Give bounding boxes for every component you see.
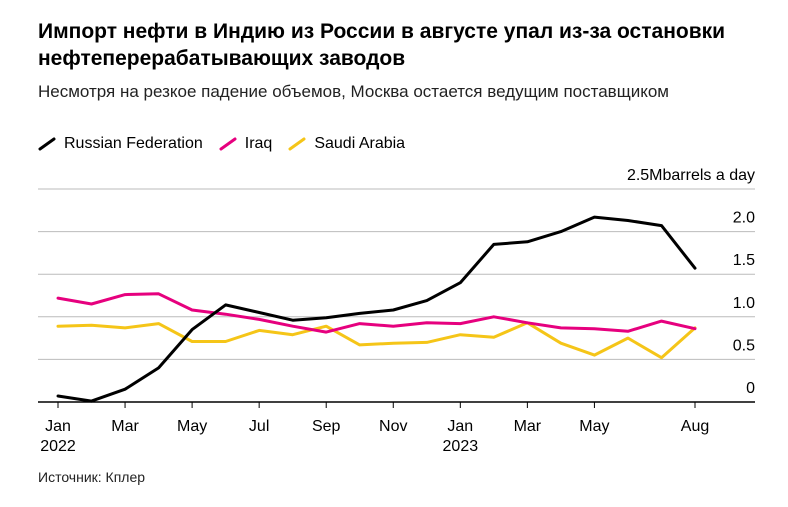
legend-label-saudi: Saudi Arabia: [314, 135, 406, 152]
chart-title: Импорт нефти в Индию из России в августе…: [38, 20, 726, 70]
legend-item-saudi: Saudi Arabia: [288, 134, 405, 154]
x-tick-label: Jul: [249, 418, 269, 435]
y-tick-label: 1.0: [733, 295, 755, 312]
legend-swatch-iraq: [219, 137, 237, 151]
x-tick-label: May: [579, 418, 609, 435]
x-tick-label: Mar: [514, 418, 542, 435]
legend-label-iraq: Iraq: [244, 135, 273, 152]
x-tick-label: Nov: [379, 418, 407, 435]
legend-swatch-russia: [38, 137, 56, 151]
legend-label-russia: Russian Federation: [64, 135, 203, 152]
x-tick-label: Mar: [111, 418, 139, 435]
y-tick-label: 0.5: [733, 337, 755, 354]
chart-subtitle: Несмотря на резкое падение объемов, Моск…: [38, 82, 669, 101]
x-tick-sublabel: 2022: [40, 438, 76, 455]
legend-item-russia: Russian Federation: [38, 134, 203, 154]
y-tick-label: 2.5Mbarrels a day: [627, 167, 755, 184]
x-tick-label: Jan: [447, 418, 473, 435]
source-note: Источник: Кплер: [38, 469, 146, 485]
legend: Russian Federation Iraq Saudi Arabia: [38, 134, 405, 154]
x-tick-label: Aug: [681, 418, 709, 435]
y-tick-label: 0: [746, 380, 755, 397]
series-line-saudi: [56, 321, 697, 360]
x-tick-label: May: [177, 418, 207, 435]
x-tick-label: Sep: [312, 418, 341, 435]
x-tick-label: Jan: [45, 418, 71, 435]
legend-item-iraq: Iraq: [219, 134, 273, 154]
y-tick-label: 1.5: [733, 252, 755, 269]
y-tick-label: 2.0: [733, 210, 755, 227]
legend-swatch-saudi: [288, 137, 306, 151]
x-tick-sublabel: 2023: [443, 438, 479, 455]
series-line-iraq: [56, 292, 697, 334]
series-line-russia: [56, 215, 697, 403]
